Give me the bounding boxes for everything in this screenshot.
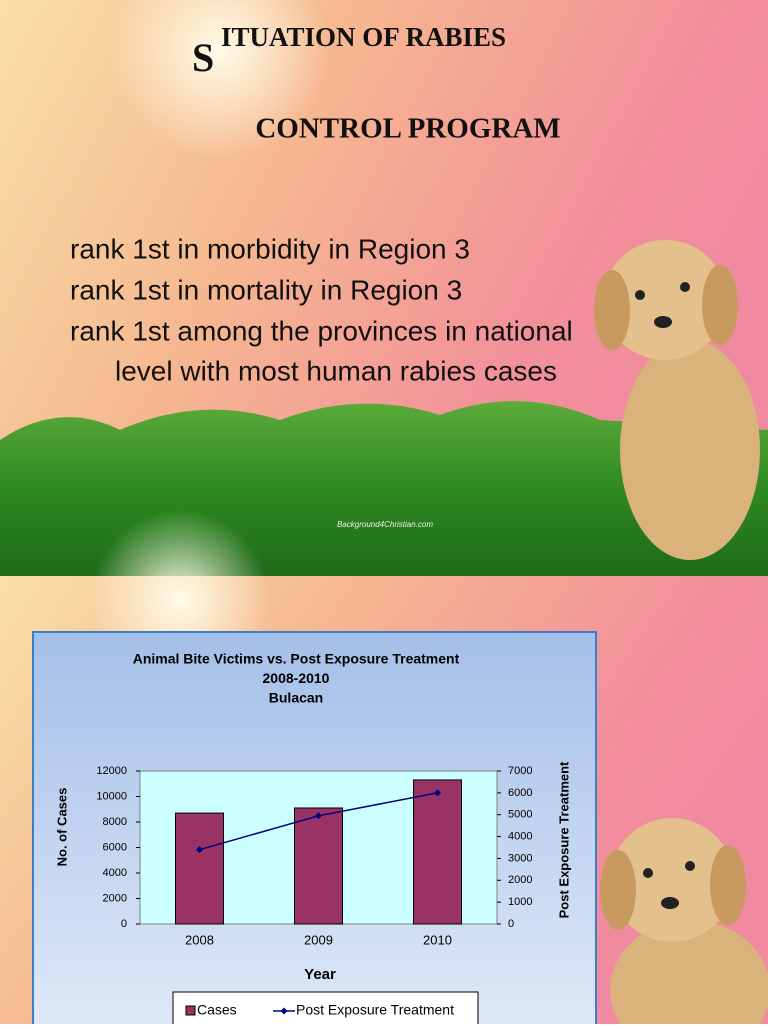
puppy [594,240,760,560]
y2-tick-label: 6000 [508,787,532,799]
marker [196,846,203,854]
bullet: rank 1st among the provinces in national [70,315,573,346]
x-tick-label: 2010 [423,932,452,947]
chart: Animal Bite Victims vs. Post Exposure Tr… [54,651,571,1029]
bullet-continuation: level with most human rabies cases [115,355,557,386]
title: ITUATION OF RABIES [221,22,506,52]
legend-label: Cases [197,1002,237,1018]
bullet: rank 1st in mortality in Region 3 [70,274,462,305]
y-tick-label: 2000 [103,892,127,904]
bar [294,807,343,925]
y-tick-label: 12000 [96,765,127,777]
chart-title: Bulacan [269,690,323,706]
marker [315,812,322,820]
y-tick-label: 0 [121,918,127,930]
legend-marker [280,1007,288,1015]
marker [434,789,441,797]
bar [413,779,462,925]
legend [172,991,479,1029]
x-tick-label: 2008 [185,932,214,947]
legend-swatch [185,1005,196,1016]
y2-tick-label: 2000 [508,874,532,886]
y2-tick-label: 3000 [508,852,532,864]
chart-title: 2008-2010 [263,670,330,686]
y-tick-label: 8000 [103,816,127,828]
sun-glow [110,0,330,160]
bullet: rank 1st in morbidity in Region 3 [70,233,470,264]
chart-title: Animal Bite Victims vs. Post Exposure Tr… [133,651,460,667]
watermark: Background4Christian.com [337,520,433,529]
legend-label: Post Exposure Treatment [296,1002,454,1018]
y2-tick-label: 0 [508,918,514,930]
y2-tick-label: 4000 [508,830,532,842]
y2-tick-label: 1000 [508,896,532,908]
subtitle: CONTROL PROGRAM [255,113,560,145]
puppy [600,818,768,1029]
y-axis-label: No. of Cases [54,788,69,867]
x-tick-label: 2009 [304,932,333,947]
x-axis-label: Year [304,966,336,983]
y-tick-label: 10000 [96,790,127,802]
title-initial: S [192,35,214,80]
y2-tick-label: 5000 [508,809,532,821]
y2-tick-label: 7000 [508,765,532,777]
y-tick-label: 6000 [103,841,127,853]
y-tick-label: 4000 [103,867,127,879]
bar [175,812,224,925]
y2-axis-label: Post Exposure Treatment [556,761,571,918]
